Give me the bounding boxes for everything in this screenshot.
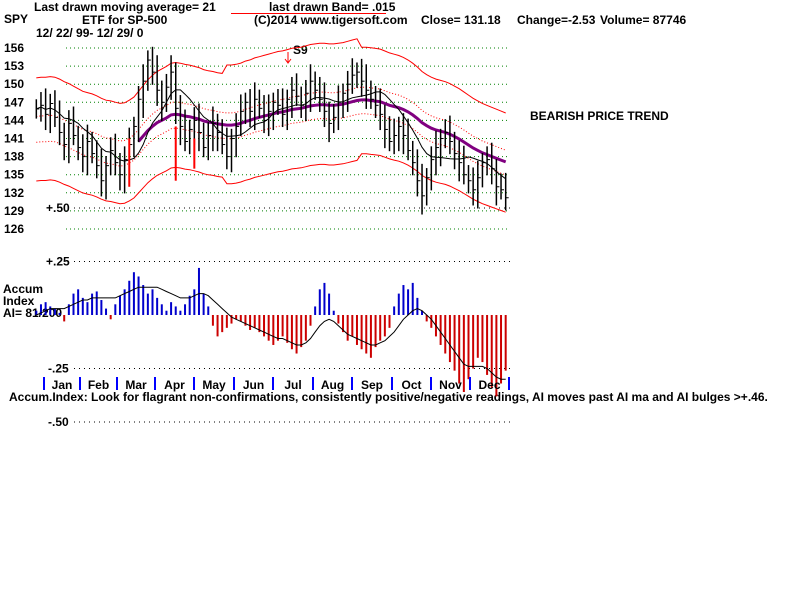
- price-tick-label: 156: [4, 41, 24, 55]
- price-tick-label: 126: [4, 222, 24, 236]
- price-tick-label: 132: [4, 186, 24, 200]
- footer-text: Accum.Index: Look for flagrant non-confi…: [9, 390, 768, 404]
- price-tick-label: 138: [4, 150, 24, 164]
- ai-tick-label: +.50: [46, 201, 70, 215]
- month-label: Jul: [284, 378, 301, 392]
- lower-band-line: [36, 153, 506, 213]
- copyright-label: (C)2014 www.tigersoft.com: [254, 13, 408, 27]
- etf-label: ETF for SP-500: [82, 13, 168, 27]
- upper-band-line: [36, 38, 506, 114]
- month-label: Jan: [52, 378, 73, 392]
- signal-arrow-head: [284, 58, 292, 64]
- month-label: Mar: [125, 378, 147, 392]
- price-tick-label: 135: [4, 168, 24, 182]
- month-label: Oct: [401, 378, 421, 392]
- month-label: May: [202, 378, 226, 392]
- month-label: Nov: [439, 378, 462, 392]
- month-label: Jun: [243, 378, 264, 392]
- lower-inner-band-line: [36, 113, 506, 176]
- close-label: Close= 131.18: [421, 13, 501, 27]
- volume-label: Volume= 87746: [600, 13, 687, 27]
- ai-tick-label: +.25: [46, 255, 70, 269]
- band-legend-line: [231, 13, 386, 14]
- price-tick-label: 141: [4, 132, 24, 146]
- month-label: Apr: [164, 378, 185, 392]
- moving-average-label: Last drawn moving average= 21: [34, 0, 216, 14]
- month-label: Feb: [88, 378, 109, 392]
- index-label: Index: [3, 294, 35, 308]
- ai-tick-label: -.25: [48, 362, 69, 376]
- trend-label: BEARISH PRICE TREND: [530, 109, 669, 123]
- price-tick-label: 129: [4, 204, 24, 218]
- price-tick-label: 150: [4, 77, 24, 91]
- month-label: Aug: [321, 378, 344, 392]
- ai-tick-label: -.50: [48, 415, 69, 429]
- date-range-label: 12/ 22/ 99- 12/ 29/ 0: [36, 26, 144, 40]
- accum-index-ma-line: [36, 286, 506, 380]
- price-tick-label: 144: [4, 113, 24, 127]
- price-tick-label: 147: [4, 95, 24, 109]
- accum-label: Accum: [3, 282, 44, 296]
- symbol-label: SPY: [4, 12, 29, 26]
- change-label: Change=-2.53: [517, 13, 596, 27]
- month-label: Dec: [478, 378, 500, 392]
- month-label: Sep: [361, 378, 383, 392]
- band-label: last drawn Band= .015: [269, 0, 396, 14]
- short-moving-average-line: [36, 89, 506, 180]
- price-tick-label: 153: [4, 59, 24, 73]
